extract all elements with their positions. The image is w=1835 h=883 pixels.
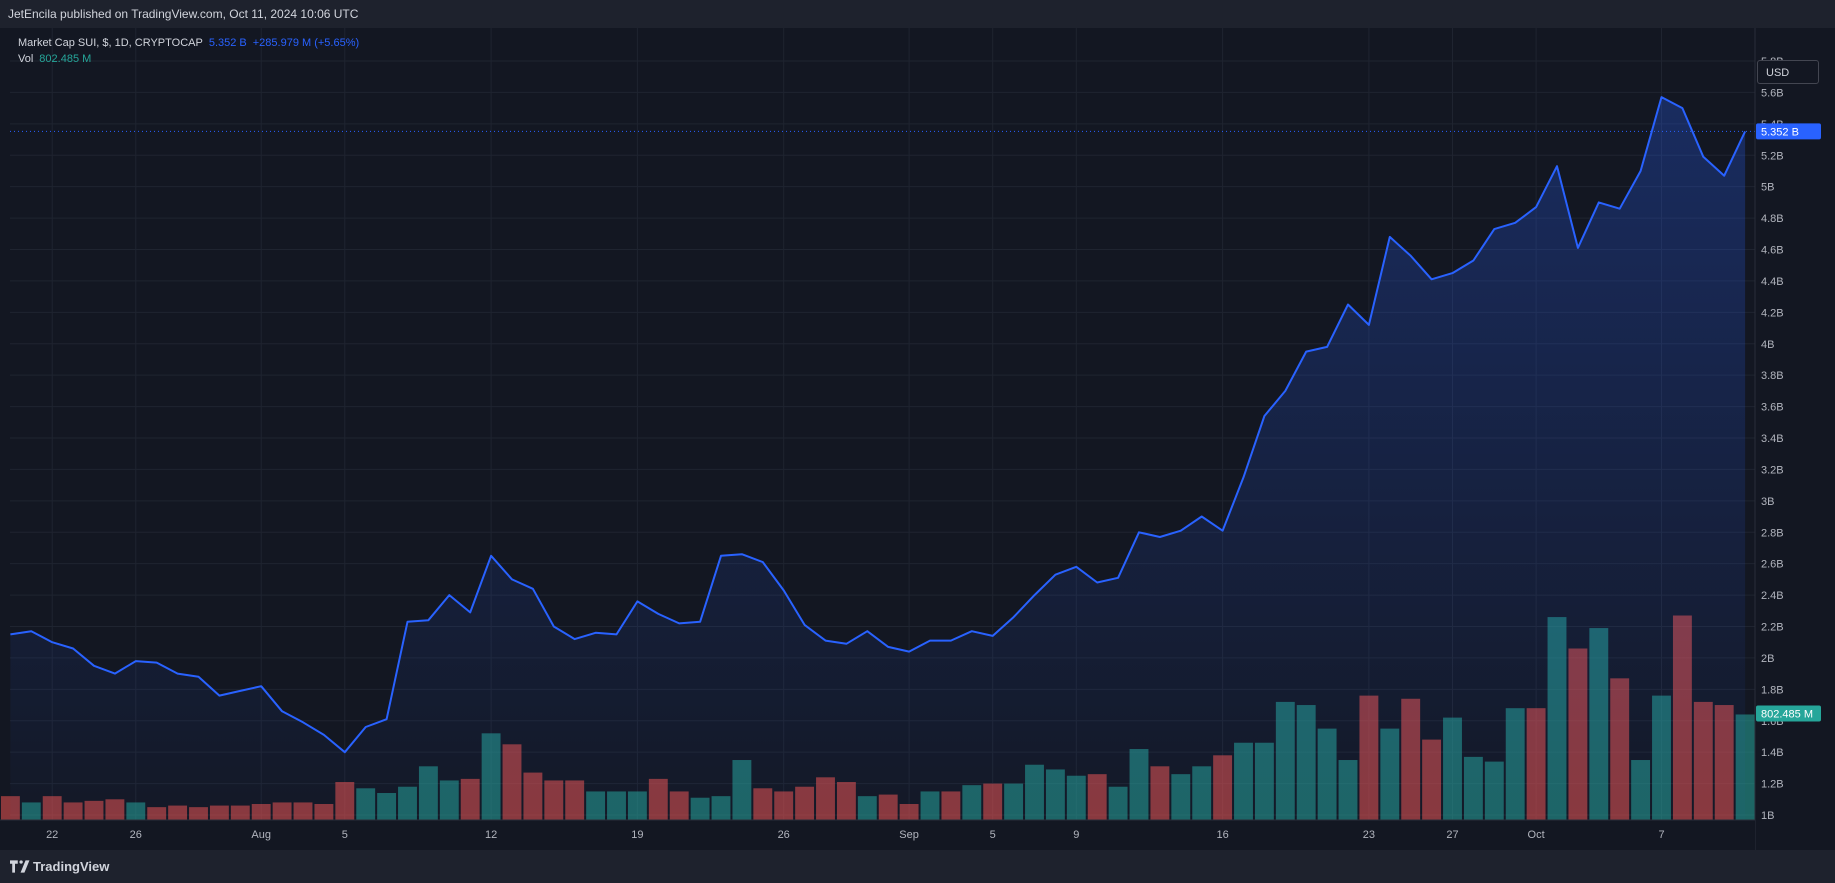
last-price-tag-bg: [1756, 123, 1821, 140]
price-tick-label: 1.2B: [1761, 779, 1784, 791]
time-tick-label: 9: [1073, 829, 1079, 841]
price-tick-label: 2.4B: [1761, 590, 1784, 602]
footer-brand[interactable]: TradingView: [33, 859, 110, 874]
time-tick-label: 26: [778, 829, 790, 841]
price-axis[interactable]: 1B1.2B1.4B1.6B1.8B2B2.2B2.4B2.6B2.8B3B3.…: [1754, 28, 1835, 850]
price-tick-label: 3.8B: [1761, 370, 1784, 382]
last-price-tag-text: 5.352 B: [1761, 126, 1799, 138]
time-tick-label: 5: [342, 829, 348, 841]
legend-row-volume: Vol 802.485 M: [18, 51, 359, 67]
currency-button[interactable]: USD: [1757, 60, 1819, 84]
price-tick-label: 4B: [1761, 339, 1774, 351]
tradingview-logo-icon[interactable]: [10, 860, 30, 873]
time-axis[interactable]: 22 26 Aug 5 12 19 26 Sep 5 9 16 23 27 Oct 7: [0, 819, 1755, 850]
price-tick-label: 4.2B: [1761, 307, 1784, 319]
price-tags: 5.352 B 802.485 M: [1756, 123, 1821, 722]
price-tick-label: 4.8B: [1761, 213, 1784, 225]
price-tick-label: 3.6B: [1761, 402, 1784, 414]
price-tick-label: 2B: [1761, 653, 1774, 665]
price-tick-label: 3.4B: [1761, 433, 1784, 445]
price-tick-label: 1.4B: [1761, 747, 1784, 759]
time-tick-label: 22: [46, 829, 58, 841]
chart-frame[interactable]: 1B 1.2B 1.4B 1.6B 1.8B 2B 2.2B 2.4B 2.6B 2.8B 3B 3.…: [0, 28, 1835, 850]
price-tick-label: 2.8B: [1761, 527, 1784, 539]
chart-legend: Market Cap SUI, $, 1D, CRYPTOCAP 5.352 B +…: [18, 35, 359, 67]
top-bar: JetEncila published on TradingView.com, …: [0, 0, 1835, 28]
time-tick-label: 27: [1446, 829, 1458, 841]
time-tick-label: Aug: [251, 829, 271, 841]
time-tick-label: 26: [130, 829, 142, 841]
legend-last-value: 5.352 B: [208, 37, 247, 49]
time-tick-label: 23: [1363, 829, 1375, 841]
price-tick-label: 5.2B: [1761, 150, 1784, 162]
price-tick-label: 2.2B: [1761, 622, 1784, 634]
price-tick-label: 3B: [1761, 496, 1774, 508]
price-tick-label: 4.4B: [1761, 276, 1784, 288]
last-price-tag: 5.352 B: [1756, 123, 1821, 140]
footer: TradingView: [0, 850, 1835, 883]
price-tick-label: 1.8B: [1761, 684, 1784, 696]
area-fill: [10, 97, 1746, 821]
price-area: [10, 96, 1755, 821]
time-tick-label: 12: [485, 829, 497, 841]
price-tick-label: 2.6B: [1761, 559, 1784, 571]
market-cap-line: [10, 96, 1747, 754]
time-tick-label: 19: [631, 829, 643, 841]
time-axis-bg: [0, 820, 1755, 850]
time-tick-label: Sep: [899, 829, 919, 841]
time-tick-label: 5: [990, 829, 996, 841]
legend-volume-label[interactable]: Vol: [18, 53, 34, 65]
last-volume-tag: 802.485 M: [1756, 705, 1821, 722]
price-tick-label: 4.6B: [1761, 245, 1784, 257]
legend-volume-value: 802.485 M: [39, 53, 92, 65]
time-tick-label: 7: [1658, 829, 1664, 841]
price-tick-label: 5B: [1761, 182, 1774, 194]
price-tick-label: 5.6B: [1761, 87, 1784, 99]
time-tick-label: Oct: [1528, 829, 1545, 841]
published-caption: JetEncila published on TradingView.com, …: [8, 7, 359, 21]
last-volume-tag-bg: [1756, 705, 1821, 722]
legend-change: +285.979 M (+5.65%): [252, 37, 360, 49]
legend-symbol[interactable]: Market Cap SUI, $, 1D, CRYPTOCAP: [18, 37, 203, 49]
market-cap-chart[interactable]: 1B1.2B1.4B1.6B1.8B2B2.2B2.4B2.6B2.8B3B3.…: [0, 28, 1835, 850]
time-tick-label: 16: [1216, 829, 1228, 841]
last-volume-tag-text: 802.485 M: [1761, 708, 1813, 720]
price-tick-label: 3.2B: [1761, 464, 1784, 476]
price-tick-label: 1B: [1761, 810, 1774, 822]
legend-row-price: Market Cap SUI, $, 1D, CRYPTOCAP 5.352 B +…: [18, 35, 359, 51]
